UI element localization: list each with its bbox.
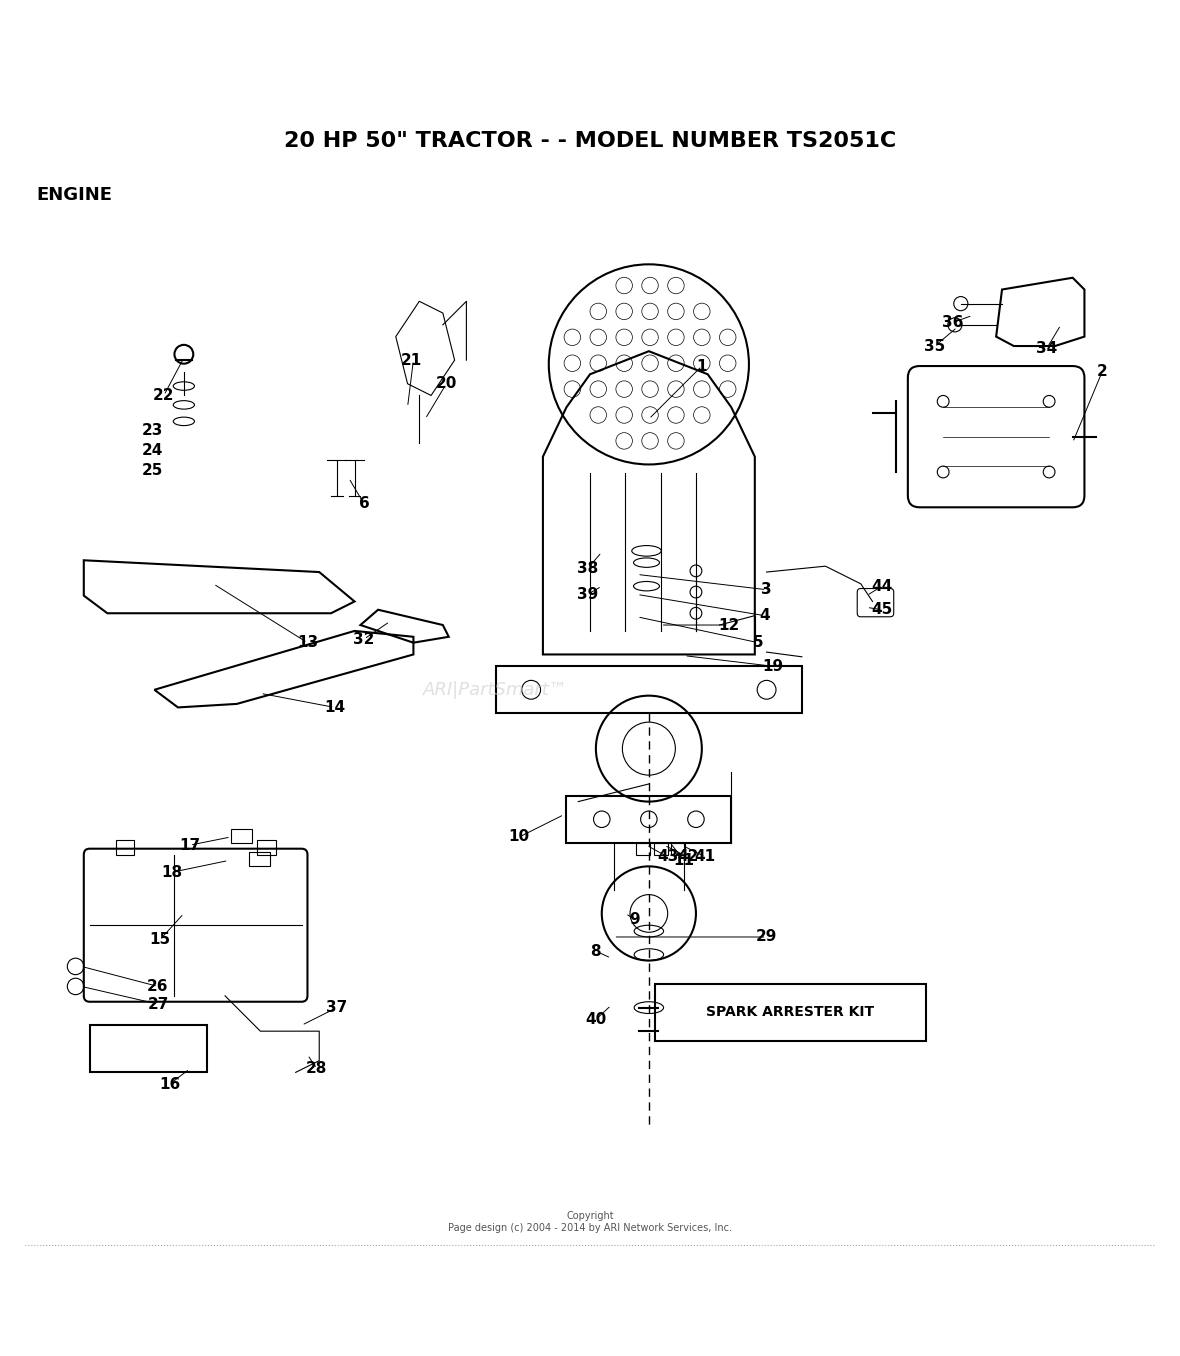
Text: 34: 34 [1036, 340, 1057, 355]
Text: 36: 36 [942, 315, 963, 330]
Text: 4: 4 [759, 607, 769, 624]
Text: 29: 29 [756, 929, 778, 945]
Bar [90, 1025, 208, 1073]
Circle shape [948, 317, 962, 332]
Text: Copyright
Page design (c) 2004 - 2014 by ARI Network Services, Inc.: Copyright Page design (c) 2004 - 2014 by… [448, 1211, 732, 1233]
Bar [257, 841, 276, 854]
Text: 39: 39 [577, 587, 598, 602]
Text: 6: 6 [359, 496, 369, 511]
Bar [249, 852, 270, 866]
Text: 12: 12 [719, 617, 740, 632]
Text: ARI|PartSmart™: ARI|PartSmart™ [424, 681, 569, 698]
Circle shape [690, 607, 702, 620]
Text: 28: 28 [306, 1062, 328, 1077]
Text: 17: 17 [179, 838, 201, 853]
Text: 9: 9 [629, 911, 640, 928]
Text: ENGINE: ENGINE [37, 186, 113, 205]
Text: 23: 23 [142, 423, 163, 438]
Text: 13: 13 [297, 635, 319, 650]
Text: 24: 24 [142, 443, 163, 458]
Circle shape [690, 565, 702, 576]
Text: 10: 10 [509, 830, 530, 845]
Text: 25: 25 [142, 464, 163, 479]
Text: 42: 42 [677, 849, 699, 864]
Text: 1: 1 [696, 358, 707, 373]
Text: 22: 22 [153, 388, 175, 403]
Text: 35: 35 [924, 339, 945, 354]
Text: 38: 38 [577, 561, 598, 576]
Text: 32: 32 [353, 632, 375, 647]
Bar [671, 843, 686, 854]
Bar [116, 841, 135, 854]
Text: 26: 26 [148, 979, 169, 994]
Bar [496, 666, 802, 713]
Text: 2: 2 [1096, 365, 1108, 380]
Text: 5: 5 [753, 635, 763, 650]
Text: 41: 41 [695, 849, 716, 864]
Text: 3: 3 [761, 582, 772, 597]
Text: 20 HP 50" TRACTOR - - MODEL NUMBER TS2051C: 20 HP 50" TRACTOR - - MODEL NUMBER TS205… [284, 132, 896, 151]
Text: 19: 19 [762, 659, 784, 674]
Bar [654, 843, 668, 854]
Circle shape [690, 586, 702, 598]
Text: 18: 18 [162, 865, 183, 880]
Text: 20: 20 [435, 376, 457, 391]
Text: 16: 16 [159, 1077, 181, 1092]
Text: 43: 43 [657, 849, 678, 864]
Circle shape [175, 344, 194, 363]
Text: 44: 44 [871, 579, 892, 594]
Circle shape [953, 297, 968, 311]
Text: 11: 11 [674, 853, 695, 868]
Text: 21: 21 [400, 353, 421, 367]
Bar [636, 843, 650, 854]
Text: 27: 27 [148, 997, 169, 1012]
Text: 15: 15 [150, 932, 171, 946]
Text: 37: 37 [327, 1001, 348, 1016]
Text: SPARK ARRESTER KIT: SPARK ARRESTER KIT [706, 1005, 874, 1020]
Text: 14: 14 [324, 700, 345, 715]
Text: 8: 8 [590, 944, 601, 959]
Text: 40: 40 [585, 1012, 607, 1026]
Text: 45: 45 [871, 602, 892, 617]
Bar [231, 829, 253, 843]
